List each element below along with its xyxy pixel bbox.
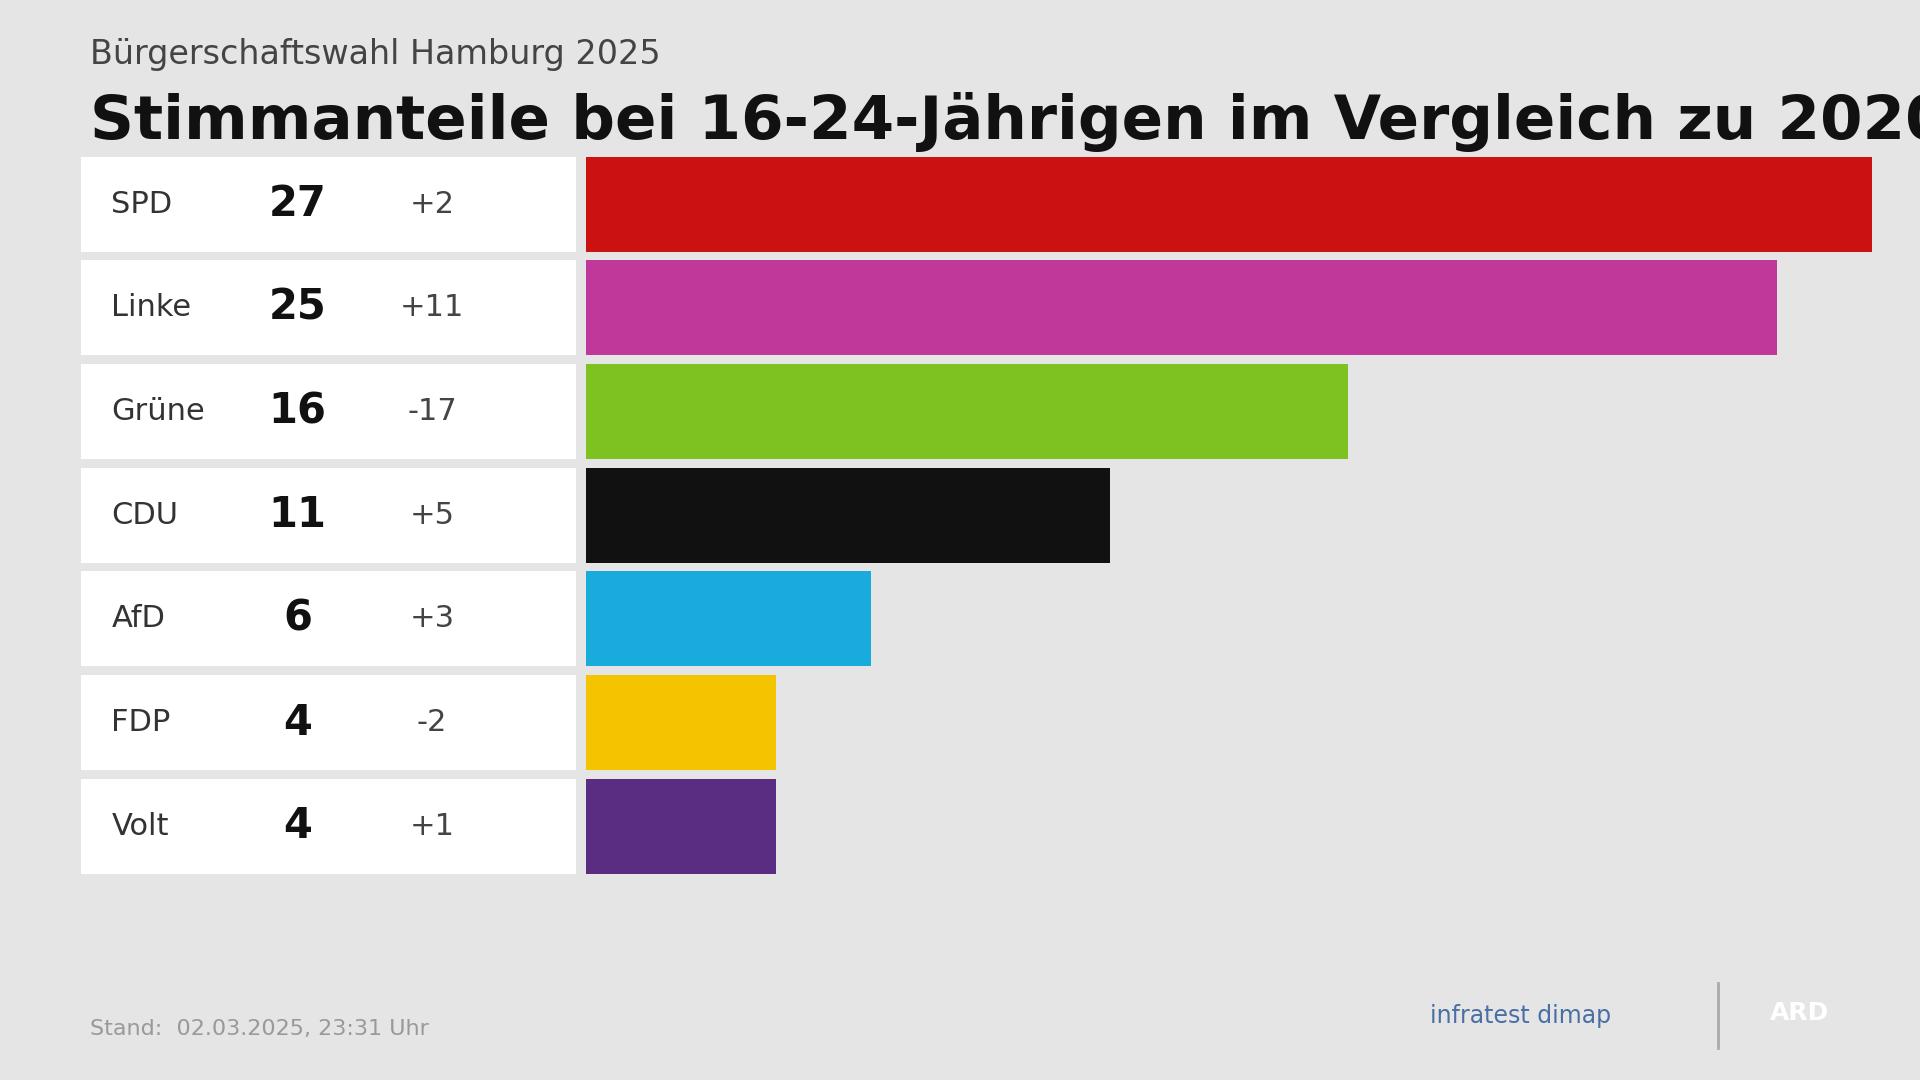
Text: 11: 11	[269, 495, 326, 536]
Text: 16: 16	[269, 391, 326, 432]
Text: Grüne: Grüne	[111, 397, 205, 426]
Text: Linke: Linke	[111, 294, 192, 322]
Text: Bürgerschaftswahl Hamburg 2025: Bürgerschaftswahl Hamburg 2025	[90, 38, 660, 71]
Text: CDU: CDU	[111, 501, 179, 529]
Text: -2: -2	[417, 708, 447, 737]
Text: AfD: AfD	[111, 605, 165, 633]
Text: Volt: Volt	[111, 812, 169, 840]
Text: FDP: FDP	[111, 708, 171, 737]
Text: 27: 27	[269, 184, 326, 225]
Text: ARD: ARD	[1770, 1000, 1830, 1025]
Text: +5: +5	[409, 501, 455, 529]
Text: infratest dimap: infratest dimap	[1430, 1004, 1611, 1028]
Text: 25: 25	[269, 287, 326, 328]
Text: 4: 4	[282, 806, 313, 847]
Text: SPD: SPD	[111, 190, 173, 218]
Text: +3: +3	[409, 605, 455, 633]
Text: Stimmanteile bei 16-24-Jährigen im Vergleich zu 2020: Stimmanteile bei 16-24-Jährigen im Vergl…	[90, 92, 1920, 152]
Text: +11: +11	[399, 294, 465, 322]
Text: Stand:  02.03.2025, 23:31 Uhr: Stand: 02.03.2025, 23:31 Uhr	[90, 1018, 428, 1039]
Text: 4: 4	[282, 702, 313, 743]
Text: +1: +1	[409, 812, 455, 840]
Text: 6: 6	[282, 598, 313, 639]
Text: -17: -17	[407, 397, 457, 426]
Text: +2: +2	[409, 190, 455, 218]
